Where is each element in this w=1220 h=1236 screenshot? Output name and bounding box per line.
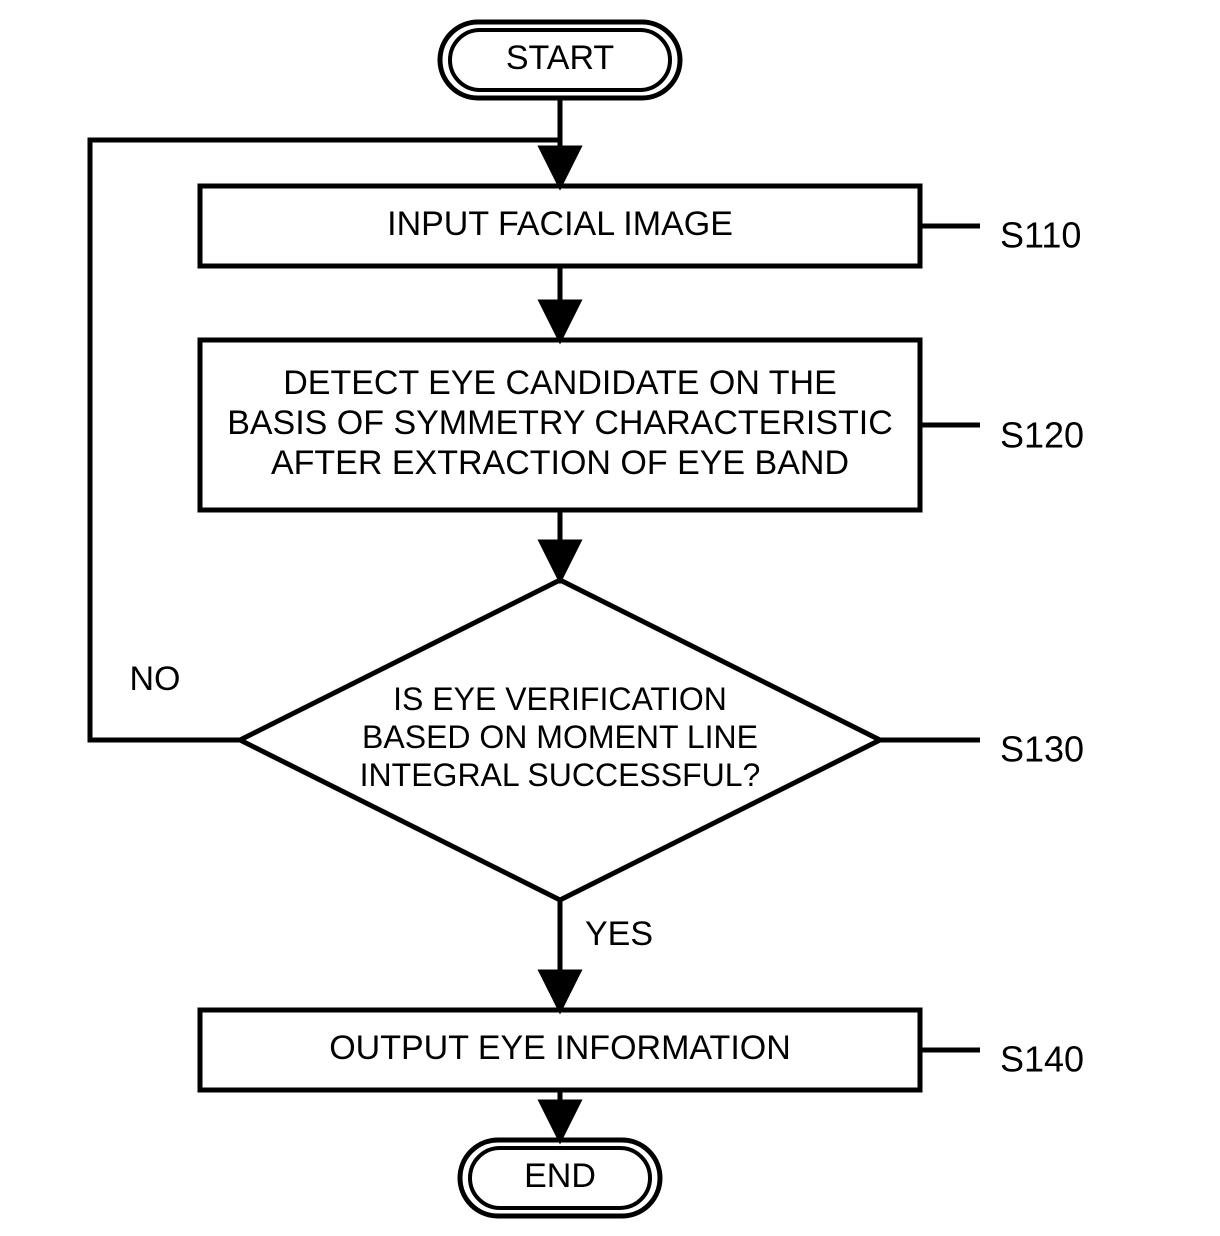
box-s140-label: S140 bbox=[1000, 1039, 1084, 1080]
svg-text:INPUT FACIAL IMAGE: INPUT FACIAL IMAGE bbox=[387, 205, 733, 243]
svg-text:START: START bbox=[506, 39, 614, 77]
edge-label-yes: YES bbox=[585, 915, 653, 953]
svg-text:IS EYE VERIFICATIONBASED ON MO: IS EYE VERIFICATIONBASED ON MOMENT LINEI… bbox=[360, 682, 761, 794]
svg-text:DETECT EYE CANDIDATE ON THEBAS: DETECT EYE CANDIDATE ON THEBASIS OF SYMM… bbox=[227, 364, 893, 482]
svg-text:OUTPUT EYE INFORMATION: OUTPUT EYE INFORMATION bbox=[329, 1029, 791, 1067]
diamond-s130-label: S130 bbox=[1000, 729, 1084, 770]
box-s120-label: S120 bbox=[1000, 415, 1084, 456]
svg-text:END: END bbox=[524, 1157, 596, 1195]
edge-label-no: NO bbox=[130, 660, 181, 698]
box-s110-label: S110 bbox=[1000, 215, 1081, 256]
